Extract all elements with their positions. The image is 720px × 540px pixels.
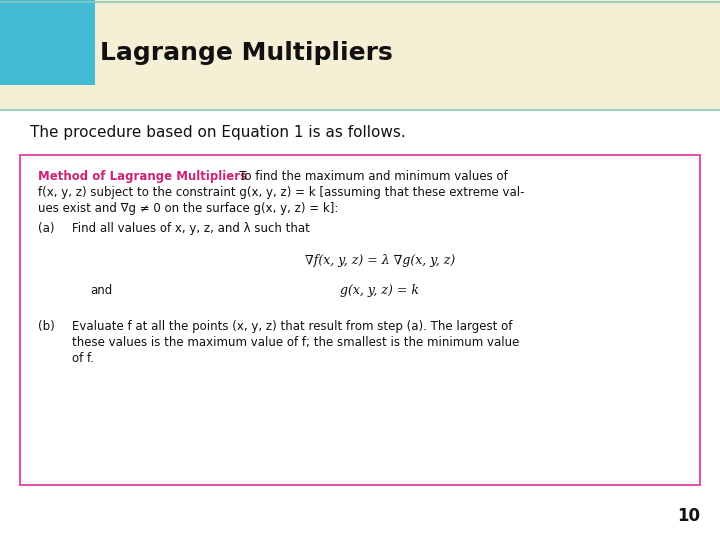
Text: 10: 10 [677, 507, 700, 525]
Text: ∇f(x, y, z) = λ ∇g(x, y, z): ∇f(x, y, z) = λ ∇g(x, y, z) [305, 254, 455, 267]
Text: of f.: of f. [72, 352, 94, 365]
Text: (a): (a) [38, 222, 55, 235]
Text: To find the maximum and minimum values of: To find the maximum and minimum values o… [228, 170, 508, 183]
Text: and: and [90, 284, 112, 297]
Text: ues exist and ∇g ≠ 0 on the surface g(x, y, z) = k]:: ues exist and ∇g ≠ 0 on the surface g(x,… [38, 202, 338, 215]
Text: these values is the maximum value of f; the smallest is the minimum value: these values is the maximum value of f; … [72, 336, 519, 349]
FancyBboxPatch shape [0, 0, 720, 110]
Text: f(x, y, z) subject to the constraint g(x, y, z) = k [assuming that these extreme: f(x, y, z) subject to the constraint g(x… [38, 186, 524, 199]
Text: Find all values of x, y, z, and λ such that: Find all values of x, y, z, and λ such t… [72, 222, 310, 235]
Text: The procedure based on Equation 1 is as follows.: The procedure based on Equation 1 is as … [30, 125, 406, 139]
Text: Evaluate f at all the points (x, y, z) that result from step (a). The largest of: Evaluate f at all the points (x, y, z) t… [72, 320, 513, 333]
Text: (b): (b) [38, 320, 55, 333]
FancyBboxPatch shape [20, 155, 700, 485]
Text: Method of Lagrange Multipliers: Method of Lagrange Multipliers [38, 170, 247, 183]
Text: Lagrange Multipliers: Lagrange Multipliers [100, 41, 392, 65]
FancyBboxPatch shape [0, 0, 95, 85]
Text: g(x, y, z) = k: g(x, y, z) = k [341, 284, 420, 297]
